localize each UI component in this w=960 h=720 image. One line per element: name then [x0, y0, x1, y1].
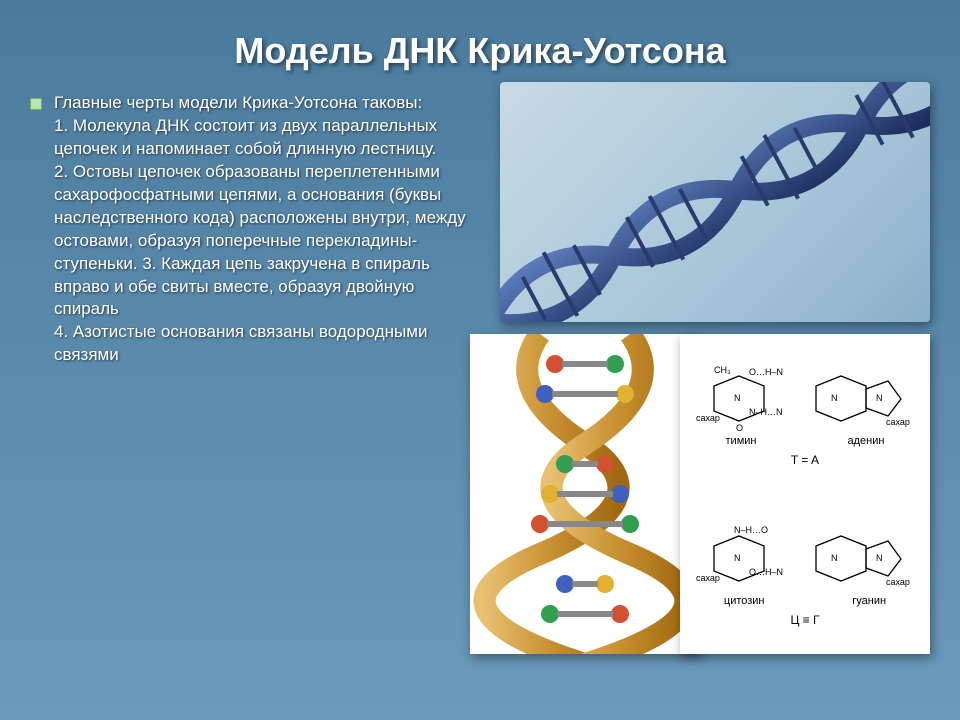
point-2-3: 2. Остовы цепочек образованы переплетенн… — [54, 162, 466, 319]
bullet-icon — [30, 98, 42, 110]
svg-text:N–H…N: N–H…N — [749, 407, 783, 417]
svg-text:N: N — [876, 393, 883, 403]
thymine-adenine-pair: CH₃ O…H–N N сахар N–H…N O N N сахар — [680, 334, 930, 494]
image-column: CH₃ O…H–N N сахар N–H…N O N N сахар — [470, 92, 930, 367]
dna-helix-diagonal — [500, 82, 930, 322]
svg-text:сахар: сахар — [886, 417, 910, 427]
ta-equation: T = A — [791, 453, 819, 467]
cg-structure: N–H…O N сахар O…H–N N N сахар — [694, 521, 916, 591]
ta-structure: CH₃ O…H–N N сахар N–H…N O N N сахар — [694, 361, 916, 431]
svg-text:N: N — [831, 393, 838, 403]
helix-svg — [500, 82, 930, 322]
point-1: 1. Молекула ДНК состоит из двух параллел… — [54, 116, 437, 158]
ta-labels: тимин аденин — [680, 435, 930, 447]
svg-text:CH₃: CH₃ — [714, 365, 731, 375]
svg-text:сахар: сахар — [696, 573, 720, 583]
text-column: Главные черты модели Крика-Уотсона таков… — [30, 92, 470, 367]
svg-text:N: N — [734, 393, 741, 403]
svg-text:N: N — [876, 553, 883, 563]
svg-text:O…H–N: O…H–N — [749, 567, 783, 577]
svg-text:N: N — [831, 553, 838, 563]
cg-equation: Ц ≡ Г — [790, 613, 819, 627]
cytosine-ring-icon: N–H…O N сахар O…H–N — [694, 521, 794, 591]
cytosine-guanine-pair: N–H…O N сахар O…H–N N N сахар — [680, 494, 930, 654]
svg-text:N–H…O: N–H…O — [734, 525, 768, 535]
helix-vertical-svg — [470, 334, 700, 654]
svg-text:O: O — [736, 423, 743, 431]
content-row: Главные черты модели Крика-Уотсона таков… — [0, 92, 960, 367]
svg-text:сахар: сахар — [886, 577, 910, 587]
dna-helix-vertical — [470, 334, 700, 654]
adenine-ring-icon: N N сахар — [806, 361, 916, 431]
thymine-label: тимин — [726, 435, 757, 447]
cytosine-label: цитозин — [724, 595, 765, 607]
adenine-label: аденин — [848, 435, 885, 447]
point-4: 4. Азотистые основания связаны водородны… — [54, 322, 427, 364]
bullet-item: Главные черты модели Крика-Уотсона таков… — [30, 92, 470, 367]
cg-labels: цитозин гуанин — [680, 595, 930, 607]
body-text: Главные черты модели Крика-Уотсона таков… — [54, 92, 470, 367]
svg-text:O…H–N: O…H–N — [749, 367, 783, 377]
svg-text:сахар: сахар — [696, 413, 720, 423]
guanine-ring-icon: N N сахар — [806, 521, 916, 591]
svg-text:N: N — [734, 553, 741, 563]
thymine-ring-icon: CH₃ O…H–N N сахар N–H…N O — [694, 361, 794, 431]
slide-title: Модель ДНК Крика-Уотсона — [0, 0, 960, 92]
base-pair-formulas: CH₃ O…H–N N сахар N–H…N O N N сахар — [680, 334, 930, 654]
lead-text: Главные черты модели Крика-Уотсона таков… — [54, 93, 422, 112]
guanine-label: гуанин — [852, 595, 886, 607]
